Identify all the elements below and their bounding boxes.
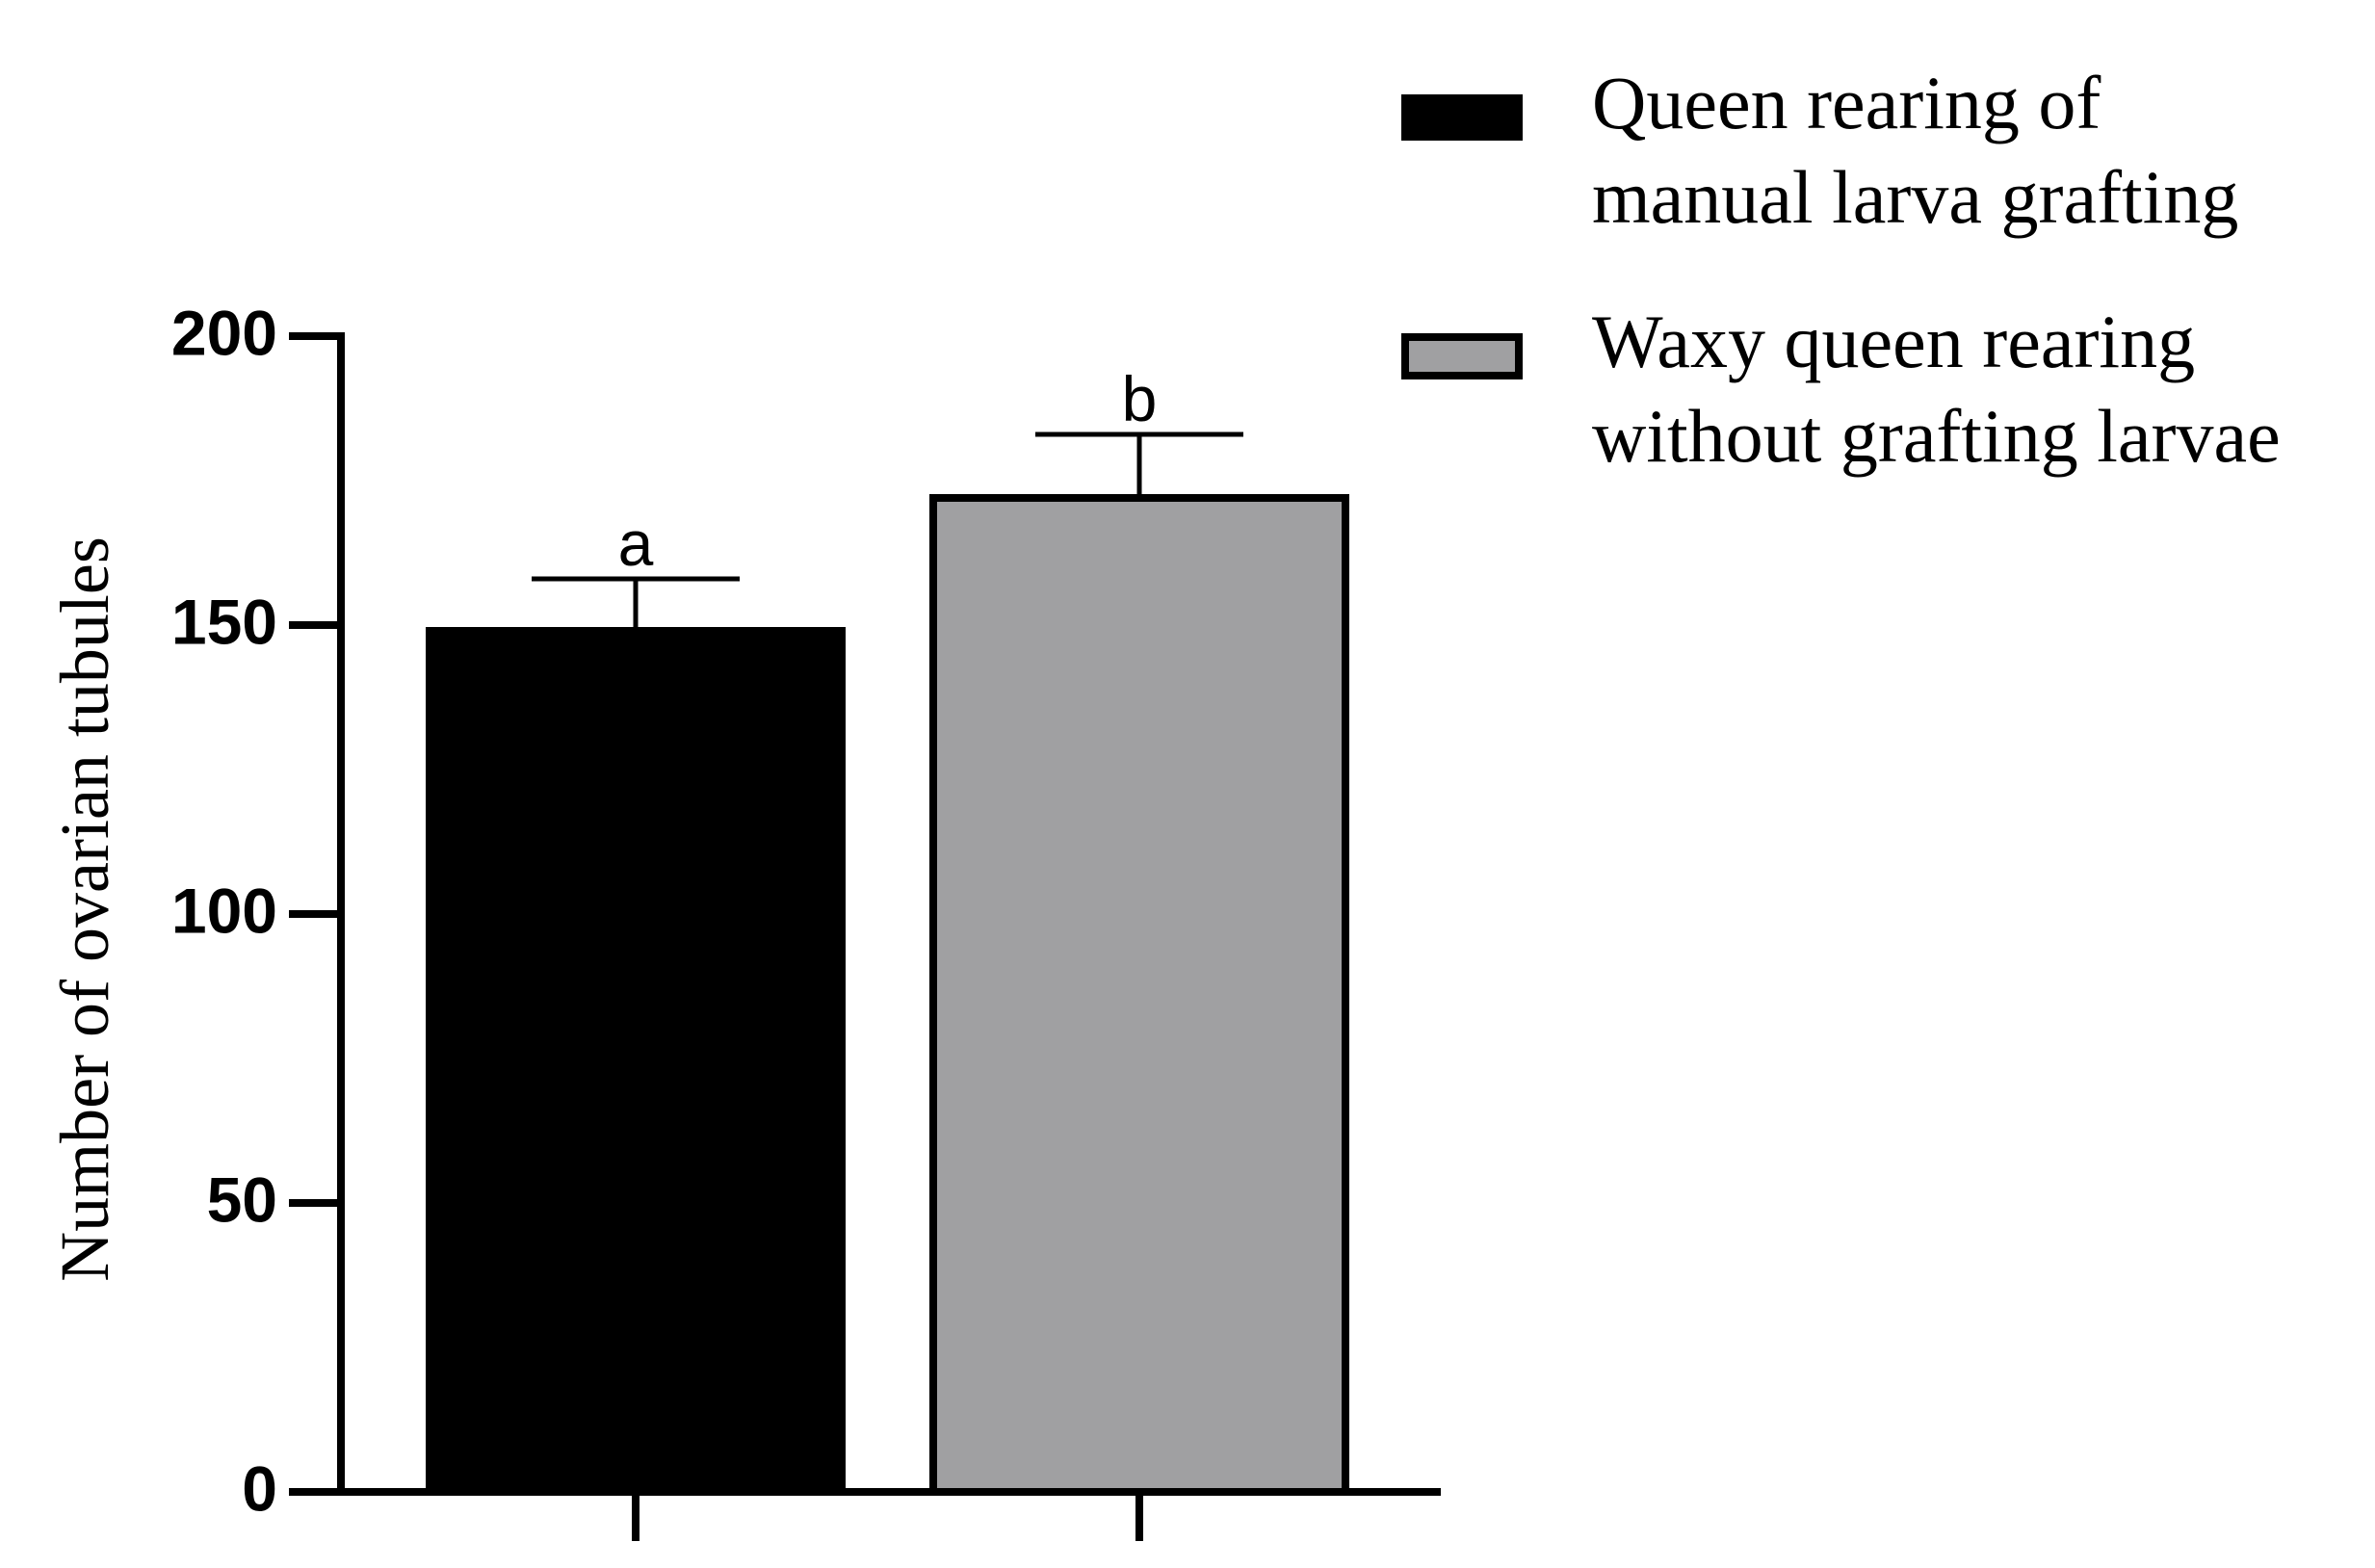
- y-tick-label: 50: [207, 1163, 277, 1235]
- y-tick-label: 0: [242, 1452, 277, 1524]
- legend-label: Waxy queen rearing without grafting larv…: [1592, 300, 2281, 478]
- significance-label: b: [1122, 363, 1158, 434]
- legend-swatch: [1401, 94, 1523, 141]
- bar: [426, 627, 846, 1496]
- legend-label: Queen rearing of manual larva grafting: [1592, 61, 2239, 239]
- significance-label: a: [618, 508, 654, 579]
- y-tick-label: 200: [171, 297, 277, 368]
- y-tick-label: 150: [171, 586, 277, 657]
- y-axis-label: Number of ovarian tubules: [46, 536, 123, 1282]
- legend-swatch: [1401, 333, 1523, 379]
- y-tick-label: 100: [171, 875, 277, 946]
- bar: [929, 494, 1349, 1496]
